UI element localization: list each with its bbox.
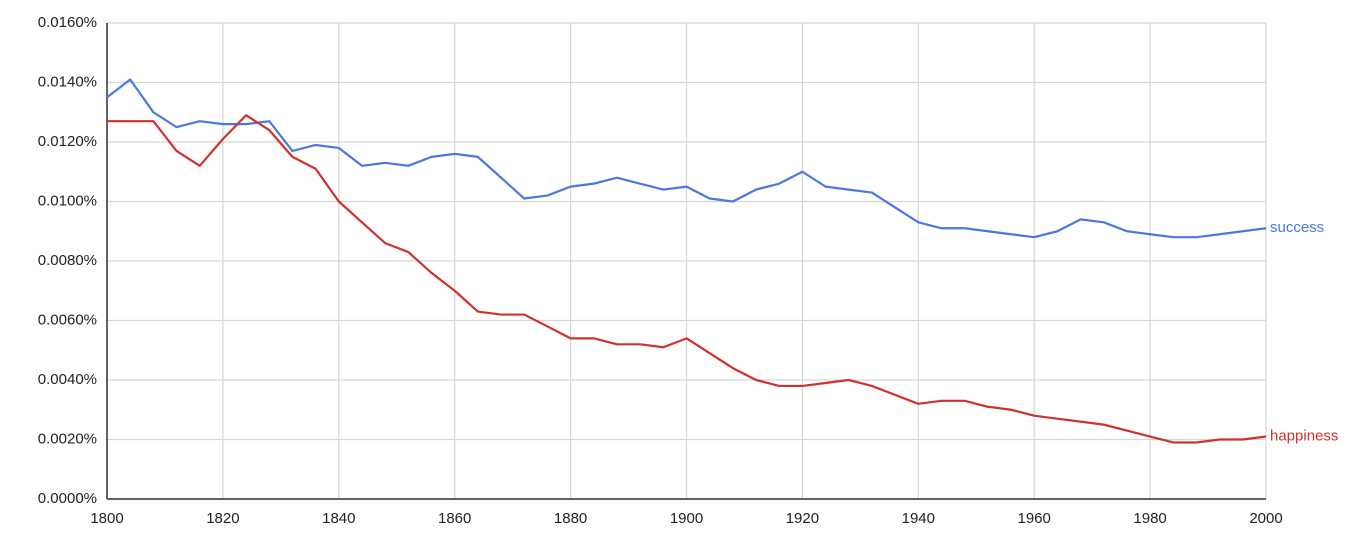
y-tick-label: 0.0080% xyxy=(38,252,97,269)
x-tick-label: 2000 xyxy=(1249,510,1282,527)
x-tick-label: 1920 xyxy=(786,510,819,527)
x-tick-label: 1860 xyxy=(438,510,471,527)
series-label: happiness xyxy=(1270,427,1338,444)
x-tick-label: 1940 xyxy=(902,510,935,527)
x-tick-label: 1880 xyxy=(554,510,587,527)
x-tick-label: 1800 xyxy=(90,510,123,527)
y-tick-label: 0.0020% xyxy=(38,430,97,447)
series-label: success xyxy=(1270,219,1324,236)
x-tick-label: 1980 xyxy=(1133,510,1166,527)
y-tick-label: 0.0060% xyxy=(38,311,97,328)
series-line xyxy=(106,78,1267,239)
x-tick-label: 1960 xyxy=(1018,510,1051,527)
series-line xyxy=(107,114,1267,444)
y-tick-label: 0.0120% xyxy=(38,133,97,150)
x-tick-label: 1840 xyxy=(322,510,355,527)
x-tick-label: 1900 xyxy=(670,510,703,527)
y-tick-label: 0.0040% xyxy=(38,371,97,388)
y-tick-label: 0.0160% xyxy=(38,14,97,31)
x-tick-label: 1820 xyxy=(206,510,239,527)
y-tick-label: 0.0000% xyxy=(38,490,97,507)
y-tick-label: 0.0100% xyxy=(38,192,97,209)
y-tick-label: 0.0140% xyxy=(38,73,97,90)
